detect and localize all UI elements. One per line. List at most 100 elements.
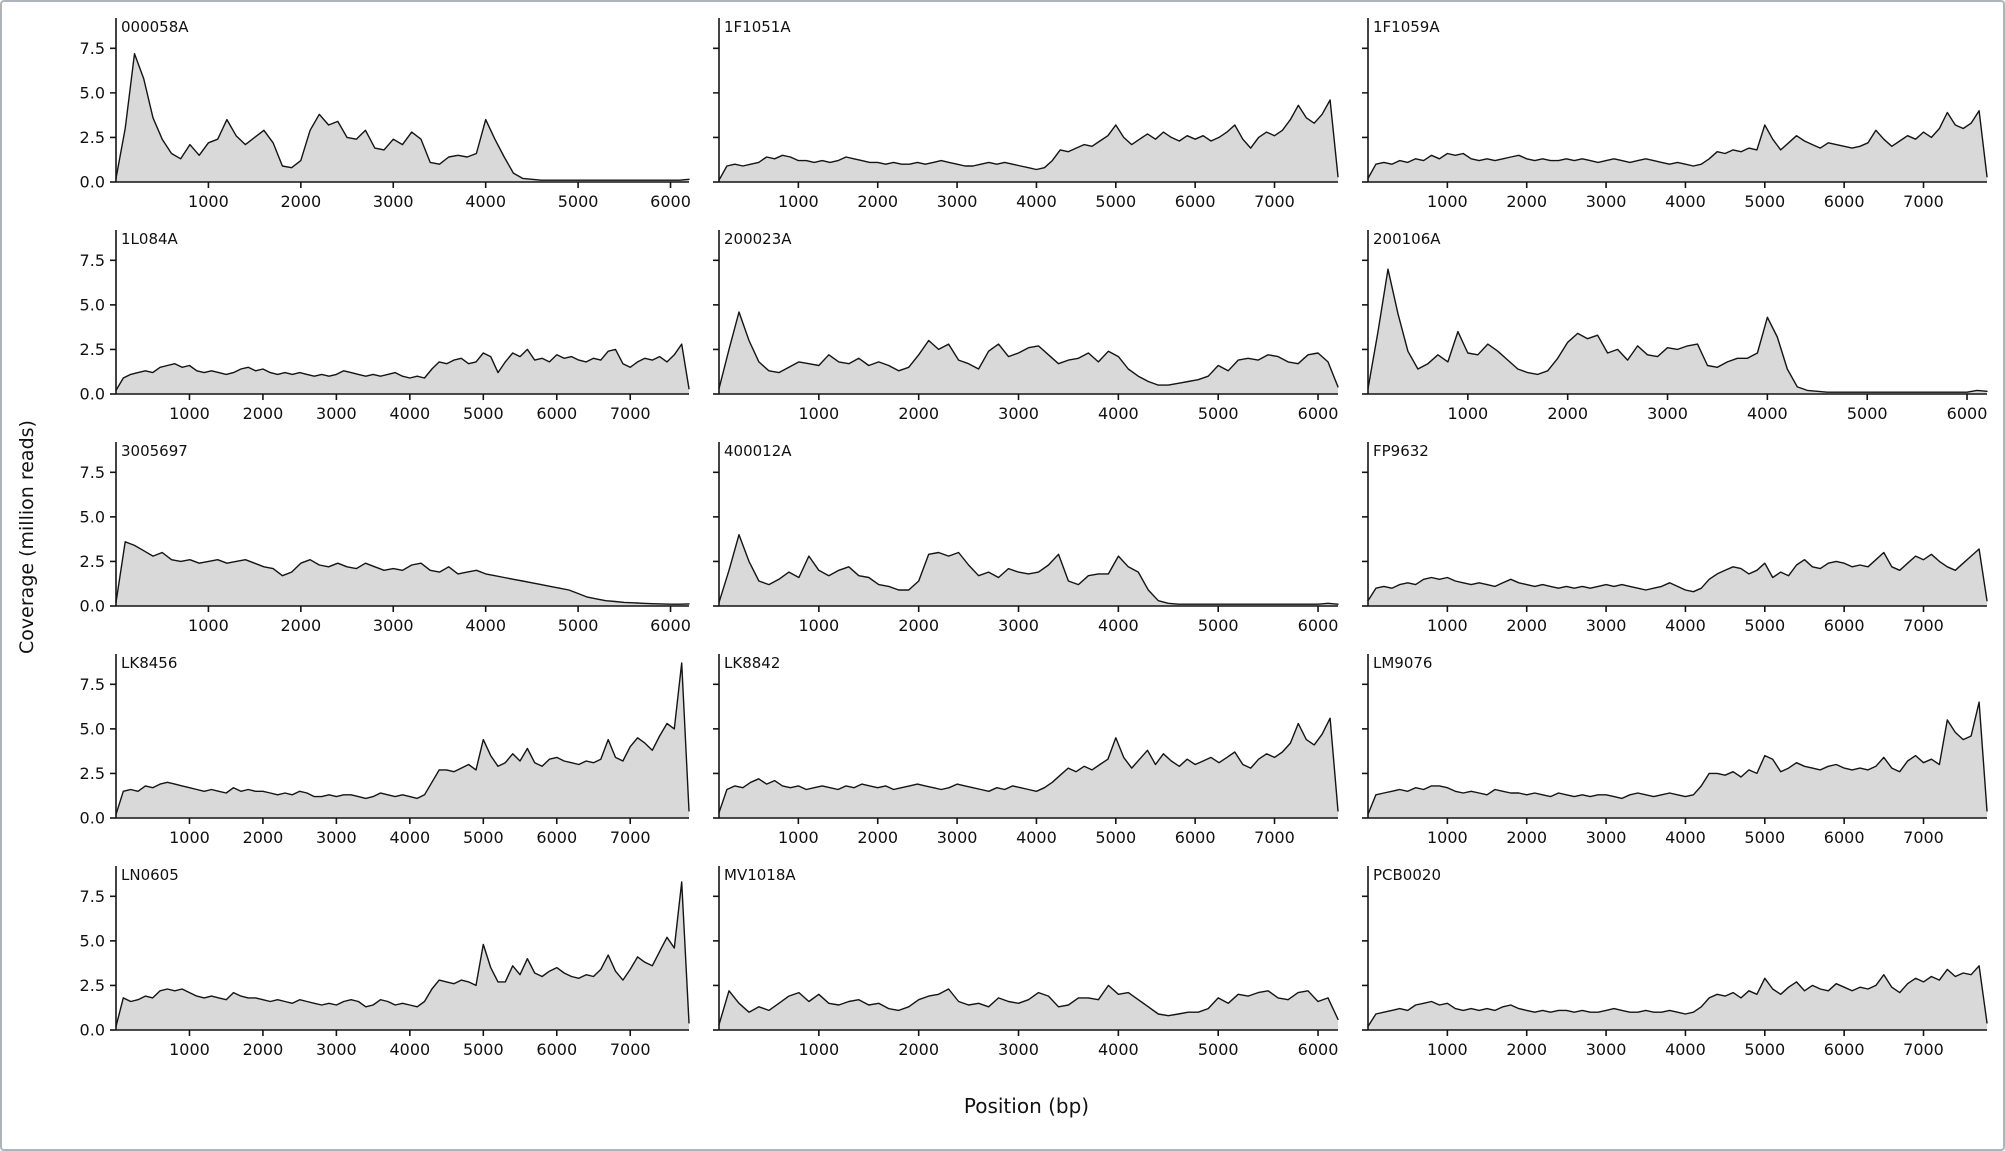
y-tick-label: 2.5: [80, 764, 105, 783]
x-tick-label: 6000: [536, 404, 577, 423]
area-fill: [116, 662, 689, 818]
x-tick-label: 6000: [1298, 1040, 1339, 1059]
x-tick-label: 6000: [1298, 404, 1339, 423]
sample-label: 400012A: [724, 442, 792, 460]
coverage-area-chart-LK8456: 0.0 2.5 5.0 7.5 1000 2000 3000 4000 5000 6000 7000…: [80, 654, 690, 847]
coverage-line: [115, 53, 690, 181]
x-tick-label: 4000: [389, 1040, 430, 1059]
coverage-line: [1367, 701, 1988, 816]
x-tick-label: 3000: [316, 1040, 357, 1059]
x-tick-label: 4000: [389, 404, 430, 423]
x-tick-label: 3000: [998, 1040, 1039, 1059]
x-tick-label: 5000: [1744, 616, 1785, 635]
x-tick-label: 4000: [1665, 616, 1706, 635]
y-tick-label: 2.5: [80, 552, 105, 571]
coverage-line: [1367, 965, 1988, 1028]
sample-label: MV1018A: [724, 866, 796, 884]
x-tick-label: 7000: [1254, 828, 1295, 847]
x-tick-label: 4000: [1665, 828, 1706, 847]
y-tick-label: 2.5: [80, 340, 105, 359]
x-tick-label: 1000: [1427, 192, 1468, 211]
x-tick-label: 3000: [316, 828, 357, 847]
y-tick-label: 5.0: [80, 83, 105, 102]
panel-PCB0020: 1000 2000 3000 4000 5000 6000 7000 PCB0020: [1348, 856, 1997, 1068]
coverage-line: [1367, 268, 1988, 393]
sample-label: 200023A: [724, 230, 792, 248]
coverage-line: [115, 343, 690, 392]
coverage-area-chart-PCB0020: 1000 2000 3000 4000 5000 6000 7000 PCB0020: [1362, 866, 1988, 1059]
x-tick-label: 5000: [1198, 404, 1239, 423]
x-tick-label: 1000: [188, 616, 229, 635]
area-fill: [719, 312, 1338, 394]
x-tick-label: 5000: [1198, 1040, 1239, 1059]
coverage-line: [718, 533, 1339, 605]
x-tick-label: 2000: [1506, 616, 1547, 635]
x-tick-label: 1000: [1427, 1040, 1468, 1059]
y-tick-label: 7.5: [80, 251, 105, 270]
sample-label: 1F1059A: [1373, 18, 1440, 36]
coverage-area-chart-3005697: 0.0 2.5 5.0 7.5 1000 2000 3000 4000 5000 6000 3005…: [80, 442, 691, 635]
coverage-line: [115, 881, 690, 1028]
x-tick-label: 3000: [1647, 404, 1688, 423]
x-tick-label: 6000: [1824, 192, 1865, 211]
coverage-line: [1367, 548, 1988, 602]
sample-label: LK8456: [121, 654, 177, 672]
x-tick-label: 4000: [1747, 404, 1788, 423]
x-tick-label: 6000: [536, 1040, 577, 1059]
x-tick-label: 5000: [1095, 192, 1136, 211]
x-tick-label: 7000: [1903, 192, 1944, 211]
x-tick-label: 1000: [798, 616, 839, 635]
sample-label: 000058A: [121, 18, 189, 36]
x-tick-label: 5000: [463, 828, 504, 847]
x-tick-label: 2000: [243, 828, 284, 847]
panel-200023A: 1000 2000 3000 4000 5000 6000 200023A: [699, 220, 1348, 432]
area-fill: [719, 100, 1338, 182]
x-tick-label: 3000: [937, 828, 978, 847]
x-tick-label: 7000: [1254, 192, 1295, 211]
x-tick-label: 3000: [373, 192, 414, 211]
coverage-line: [718, 984, 1339, 1026]
sample-label: LK8842: [724, 654, 780, 672]
x-tick-label: 6000: [1175, 192, 1216, 211]
area-fill: [1368, 965, 1987, 1030]
panel-LM9076: 1000 2000 3000 4000 5000 6000 7000 LM9076: [1348, 644, 1997, 856]
panel-LK8456: 0.0 2.5 5.0 7.5 1000 2000 3000 4000 5000 6000 7000…: [50, 644, 699, 856]
x-tick-label: 2000: [898, 404, 939, 423]
x-tick-label: 6000: [536, 828, 577, 847]
panel-3005697: 0.0 2.5 5.0 7.5 1000 2000 3000 4000 5000 6000 3005…: [50, 432, 699, 644]
coverage-area-chart-LN0605: 0.0 2.5 5.0 7.5 1000 2000 3000 4000 5000 6000 7000…: [80, 866, 690, 1059]
x-tick-label: 5000: [1095, 828, 1136, 847]
x-tick-label: 5000: [1744, 192, 1785, 211]
area-fill: [116, 344, 689, 394]
x-tick-label: 5000: [558, 192, 599, 211]
x-tick-label: 2000: [898, 616, 939, 635]
panel-FP9632: 1000 2000 3000 4000 5000 6000 7000 FP9632: [1348, 432, 1997, 644]
x-tick-label: 1000: [798, 404, 839, 423]
x-tick-label: 6000: [1824, 828, 1865, 847]
panel-400012A: 1000 2000 3000 4000 5000 6000 400012A: [699, 432, 1348, 644]
coverage-area-chart-000058A: 0.0 2.5 5.0 7.5 1000 2000 3000 4000 5000 6000 0000…: [80, 18, 691, 211]
panel-LN0605: 0.0 2.5 5.0 7.5 1000 2000 3000 4000 5000 6000 7000…: [50, 856, 699, 1068]
x-tick-label: 2000: [1506, 1040, 1547, 1059]
x-tick-label: 4000: [1016, 192, 1057, 211]
x-tick-label: 2000: [1506, 828, 1547, 847]
x-tick-label: 7000: [610, 1040, 651, 1059]
x-tick-label: 2000: [280, 616, 321, 635]
coverage-line: [718, 717, 1339, 814]
x-tick-label: 2000: [243, 1040, 284, 1059]
x-tick-label: 5000: [558, 616, 599, 635]
x-tick-label: 6000: [1824, 1040, 1865, 1059]
y-tick-label: 2.5: [80, 976, 105, 995]
x-tick-label: 1000: [1447, 404, 1488, 423]
x-tick-label: 1000: [778, 192, 819, 211]
x-tick-label: 4000: [465, 616, 506, 635]
y-tick-label: 7.5: [80, 675, 105, 694]
coverage-area-chart-400012A: 1000 2000 3000 4000 5000 6000 400012A: [713, 442, 1339, 635]
x-tick-label: 1000: [1427, 616, 1468, 635]
x-tick-label: 4000: [1016, 828, 1057, 847]
x-tick-label: 5000: [463, 404, 504, 423]
y-tick-label: 5.0: [80, 719, 105, 738]
sample-label: 1F1051A: [724, 18, 791, 36]
x-tick-label: 1000: [169, 828, 210, 847]
